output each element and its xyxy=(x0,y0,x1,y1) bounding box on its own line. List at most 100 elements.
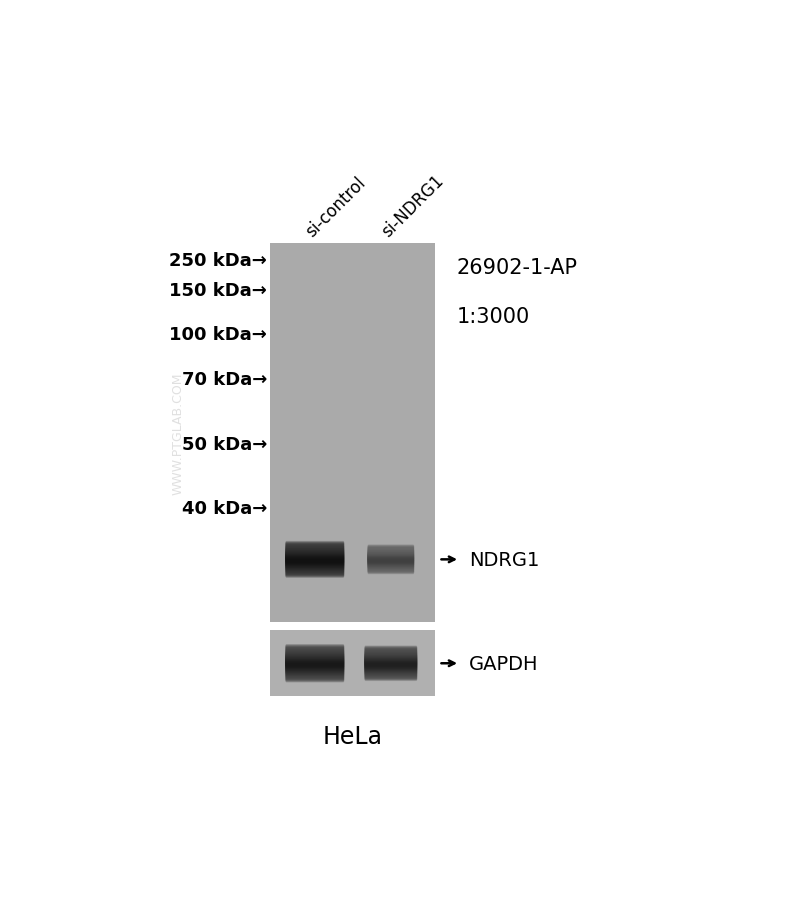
FancyBboxPatch shape xyxy=(285,665,344,668)
FancyBboxPatch shape xyxy=(285,543,344,547)
FancyBboxPatch shape xyxy=(364,664,417,667)
FancyBboxPatch shape xyxy=(364,663,417,666)
FancyBboxPatch shape xyxy=(367,546,414,548)
FancyBboxPatch shape xyxy=(285,654,344,658)
FancyBboxPatch shape xyxy=(285,557,344,561)
FancyBboxPatch shape xyxy=(285,545,344,548)
FancyBboxPatch shape xyxy=(367,568,414,572)
FancyBboxPatch shape xyxy=(285,663,344,667)
FancyBboxPatch shape xyxy=(285,565,344,568)
FancyBboxPatch shape xyxy=(364,669,417,673)
FancyBboxPatch shape xyxy=(285,652,344,657)
FancyBboxPatch shape xyxy=(364,670,417,674)
FancyBboxPatch shape xyxy=(364,658,417,662)
FancyBboxPatch shape xyxy=(364,648,417,651)
FancyBboxPatch shape xyxy=(285,545,344,548)
FancyBboxPatch shape xyxy=(364,669,417,673)
FancyBboxPatch shape xyxy=(285,645,344,649)
FancyBboxPatch shape xyxy=(285,648,344,651)
FancyBboxPatch shape xyxy=(364,662,417,666)
FancyBboxPatch shape xyxy=(285,564,344,567)
FancyBboxPatch shape xyxy=(285,544,344,548)
FancyBboxPatch shape xyxy=(364,668,417,672)
FancyBboxPatch shape xyxy=(367,561,414,565)
FancyBboxPatch shape xyxy=(364,649,417,652)
FancyBboxPatch shape xyxy=(364,675,417,678)
FancyBboxPatch shape xyxy=(367,546,414,549)
FancyBboxPatch shape xyxy=(364,674,417,677)
FancyBboxPatch shape xyxy=(285,676,344,680)
FancyBboxPatch shape xyxy=(285,562,344,566)
FancyBboxPatch shape xyxy=(364,671,417,675)
FancyBboxPatch shape xyxy=(285,560,344,564)
FancyBboxPatch shape xyxy=(367,553,414,557)
FancyBboxPatch shape xyxy=(285,557,344,561)
FancyBboxPatch shape xyxy=(367,556,414,559)
FancyBboxPatch shape xyxy=(367,550,414,554)
FancyBboxPatch shape xyxy=(367,562,414,566)
FancyBboxPatch shape xyxy=(285,547,344,550)
FancyBboxPatch shape xyxy=(285,566,344,569)
FancyBboxPatch shape xyxy=(364,655,417,658)
FancyBboxPatch shape xyxy=(285,662,344,666)
FancyBboxPatch shape xyxy=(285,667,344,671)
FancyBboxPatch shape xyxy=(285,570,344,574)
FancyBboxPatch shape xyxy=(285,676,344,680)
FancyBboxPatch shape xyxy=(364,656,417,659)
FancyBboxPatch shape xyxy=(364,667,417,671)
FancyBboxPatch shape xyxy=(364,672,417,676)
FancyBboxPatch shape xyxy=(285,656,344,659)
FancyBboxPatch shape xyxy=(285,574,344,577)
FancyBboxPatch shape xyxy=(364,666,417,669)
FancyBboxPatch shape xyxy=(285,667,344,670)
FancyBboxPatch shape xyxy=(285,565,344,568)
FancyBboxPatch shape xyxy=(285,652,344,656)
FancyBboxPatch shape xyxy=(367,562,414,566)
FancyBboxPatch shape xyxy=(285,553,344,557)
FancyBboxPatch shape xyxy=(285,548,344,552)
FancyBboxPatch shape xyxy=(285,655,344,658)
FancyBboxPatch shape xyxy=(367,558,414,562)
FancyBboxPatch shape xyxy=(364,651,417,655)
Text: NDRG1: NDRG1 xyxy=(469,550,540,569)
FancyBboxPatch shape xyxy=(364,658,417,662)
FancyBboxPatch shape xyxy=(285,676,344,679)
FancyBboxPatch shape xyxy=(367,548,414,552)
FancyBboxPatch shape xyxy=(285,653,344,657)
FancyBboxPatch shape xyxy=(285,666,344,669)
FancyBboxPatch shape xyxy=(367,564,414,567)
FancyBboxPatch shape xyxy=(285,551,344,555)
FancyBboxPatch shape xyxy=(285,679,344,683)
FancyBboxPatch shape xyxy=(364,659,417,663)
FancyBboxPatch shape xyxy=(367,558,414,562)
FancyBboxPatch shape xyxy=(285,661,344,665)
FancyBboxPatch shape xyxy=(285,660,344,664)
FancyBboxPatch shape xyxy=(367,566,414,569)
FancyBboxPatch shape xyxy=(285,550,344,554)
Text: 1:3000: 1:3000 xyxy=(457,306,530,327)
FancyBboxPatch shape xyxy=(285,672,344,676)
FancyBboxPatch shape xyxy=(364,667,417,670)
FancyBboxPatch shape xyxy=(285,555,344,558)
FancyBboxPatch shape xyxy=(364,647,417,650)
FancyBboxPatch shape xyxy=(285,669,344,673)
FancyBboxPatch shape xyxy=(285,658,344,661)
FancyBboxPatch shape xyxy=(285,646,344,649)
FancyBboxPatch shape xyxy=(364,666,417,668)
FancyBboxPatch shape xyxy=(285,649,344,653)
FancyBboxPatch shape xyxy=(364,655,417,658)
FancyBboxPatch shape xyxy=(367,571,414,575)
FancyBboxPatch shape xyxy=(367,552,414,556)
FancyBboxPatch shape xyxy=(285,573,344,576)
FancyBboxPatch shape xyxy=(367,552,414,556)
FancyBboxPatch shape xyxy=(367,548,414,551)
FancyBboxPatch shape xyxy=(285,654,344,658)
FancyBboxPatch shape xyxy=(367,557,414,560)
FancyBboxPatch shape xyxy=(285,666,344,670)
FancyBboxPatch shape xyxy=(285,644,344,648)
FancyBboxPatch shape xyxy=(367,565,414,568)
FancyBboxPatch shape xyxy=(364,653,417,657)
FancyBboxPatch shape xyxy=(285,560,344,564)
FancyBboxPatch shape xyxy=(285,650,344,654)
FancyBboxPatch shape xyxy=(285,548,344,552)
